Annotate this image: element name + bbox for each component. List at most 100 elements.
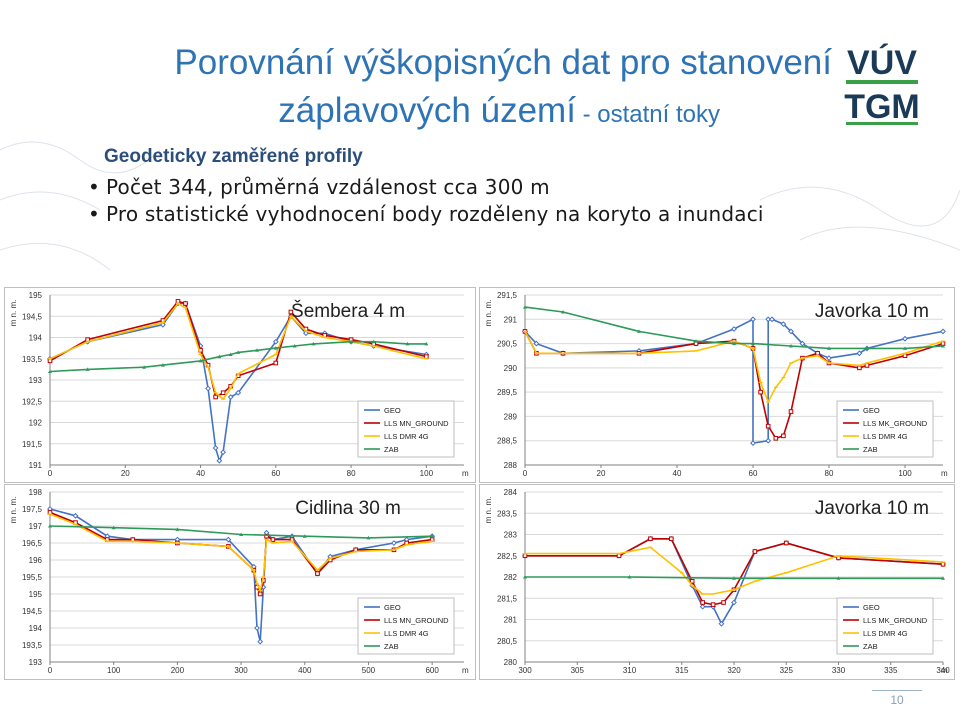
data-point-geo <box>769 316 775 323</box>
y-tick-label: 197,5 <box>22 505 43 514</box>
x-axis-label: m <box>462 666 469 675</box>
data-point-lls-mn-ground <box>257 591 263 597</box>
x-tick-label: 40 <box>196 469 205 478</box>
legend-label: LLS MN_GROUND <box>384 616 449 625</box>
legend-label: GEO <box>863 406 880 415</box>
x-tick-label: 100 <box>898 469 912 478</box>
x-tick-label: 80 <box>825 469 834 478</box>
x-tick-label: 20 <box>121 469 130 478</box>
data-point-zab <box>405 341 410 346</box>
y-tick-label: 194 <box>29 624 43 633</box>
y-tick-label: 289,5 <box>497 388 518 397</box>
data-point-zab <box>865 346 869 350</box>
x-tick-label: 60 <box>749 469 758 478</box>
x-tick-label: 315 <box>675 666 689 675</box>
data-point-zab <box>941 344 945 348</box>
x-axis-label: m <box>941 666 948 675</box>
x-tick-label: 500 <box>362 666 376 675</box>
data-point-lls-mk-ground <box>721 600 726 605</box>
y-tick-label: 283 <box>504 531 518 540</box>
y-tick-label: 280 <box>504 658 518 667</box>
data-point-lls-mk-ground <box>616 553 622 559</box>
page-title-main: záplavových území <box>278 91 576 130</box>
x-axis-label: m <box>941 469 948 478</box>
legend-label: LLS DMR 4G <box>384 432 429 441</box>
data-point-zab <box>239 532 244 536</box>
y-tick-label: 291 <box>504 315 518 324</box>
x-axis-label: m <box>462 469 469 478</box>
x-tick-label: 335 <box>884 666 898 675</box>
y-tick-label: 196 <box>29 556 43 565</box>
data-point-lls-mk-ground <box>902 353 908 359</box>
legend-label: ZAB <box>863 642 878 651</box>
bullet-list: Počet 344, průměrná vzdálenost cca 300 m… <box>88 174 764 228</box>
y-tick-label: 193 <box>29 376 43 385</box>
data-point-lls-mk-ground <box>758 389 763 395</box>
y-tick-label: 194 <box>29 334 43 343</box>
y-axis-label: m n. m. <box>9 497 18 524</box>
data-point-geo <box>160 321 166 328</box>
legend-label: LLS MN_GROUND <box>384 419 449 428</box>
legend-label: LLS MK_GROUND <box>863 419 928 428</box>
data-point-geo <box>533 340 540 347</box>
page-title-suffix: - ostatní toky <box>575 101 720 128</box>
x-tick-label: 20 <box>597 469 606 478</box>
chart-title: Javorka 10 m <box>815 498 929 519</box>
data-point-zab <box>424 341 429 346</box>
data-point-zab <box>751 341 755 346</box>
data-point-geo <box>205 385 211 392</box>
data-point-lls-mk-ground <box>815 350 820 356</box>
data-point-zab <box>217 354 222 359</box>
data-point-zab <box>48 524 52 528</box>
data-point-lls-mk-ground <box>783 540 789 546</box>
data-point-zab <box>523 575 527 579</box>
logo-top-text: VÚV <box>847 44 917 82</box>
section-heading: Geodeticky zaměřené profily <box>104 146 363 167</box>
series-line-zab <box>49 340 427 373</box>
data-point-geo <box>826 355 832 362</box>
data-point-zab <box>228 352 233 356</box>
data-point-zab <box>371 339 376 344</box>
page-title-line2: záplavových území - ostatní toky <box>0 90 720 136</box>
data-point-zab <box>941 576 945 580</box>
y-tick-label: 196,5 <box>22 539 43 548</box>
y-axis-label: m n. m. <box>9 300 18 327</box>
chart-svg: 280 280,5 281 281,5 282 282,5 283 283,5 284 300 30… <box>479 484 955 680</box>
series-line-lls-dmr-4g <box>49 302 427 401</box>
y-tick-label: 288 <box>504 461 518 470</box>
bullet-item: Pro statistické vyhodnocení body rozděle… <box>88 201 764 228</box>
data-point-geo <box>220 449 227 456</box>
y-tick-label: 291,5 <box>497 291 518 300</box>
data-point-geo <box>254 625 260 631</box>
data-point-zab <box>302 534 307 538</box>
data-point-lls-mk-ground <box>752 549 758 554</box>
chart-sembera: 191 191,5 192 192,5 193 193,5 194 194,5 195 0 20 40… <box>4 287 476 483</box>
chart-title: Šembera 4 m <box>291 300 405 322</box>
data-point-zab <box>627 575 632 579</box>
data-point-zab <box>732 341 736 346</box>
y-tick-label: 194,5 <box>22 312 43 321</box>
data-point-geo <box>216 457 223 464</box>
y-tick-label: 290 <box>504 364 518 373</box>
data-point-lls-mn-ground <box>220 390 226 396</box>
data-point-geo <box>227 394 234 400</box>
x-tick-label: 400 <box>298 666 312 675</box>
y-tick-label: 191 <box>29 461 43 470</box>
data-point-geo <box>391 540 397 546</box>
x-tick-label: 330 <box>832 666 846 675</box>
y-tick-label: 283,5 <box>497 509 518 518</box>
data-point-lls-mk-ground <box>700 600 705 605</box>
data-point-zab <box>198 358 203 363</box>
legend-label: LLS DMR 4G <box>863 629 908 638</box>
y-tick-label: 281,5 <box>497 594 518 603</box>
data-point-lls-mk-ground <box>940 561 946 567</box>
data-point-zab <box>255 348 259 352</box>
data-point-zab <box>175 527 180 531</box>
data-point-geo <box>765 437 772 444</box>
data-point-lls-mk-ground <box>710 602 716 607</box>
x-tick-label: 0 <box>48 469 53 478</box>
y-axis-label: m n. m. <box>484 300 493 327</box>
x-tick-label: 0 <box>48 666 53 675</box>
x-tick-label: 300 <box>234 666 248 675</box>
